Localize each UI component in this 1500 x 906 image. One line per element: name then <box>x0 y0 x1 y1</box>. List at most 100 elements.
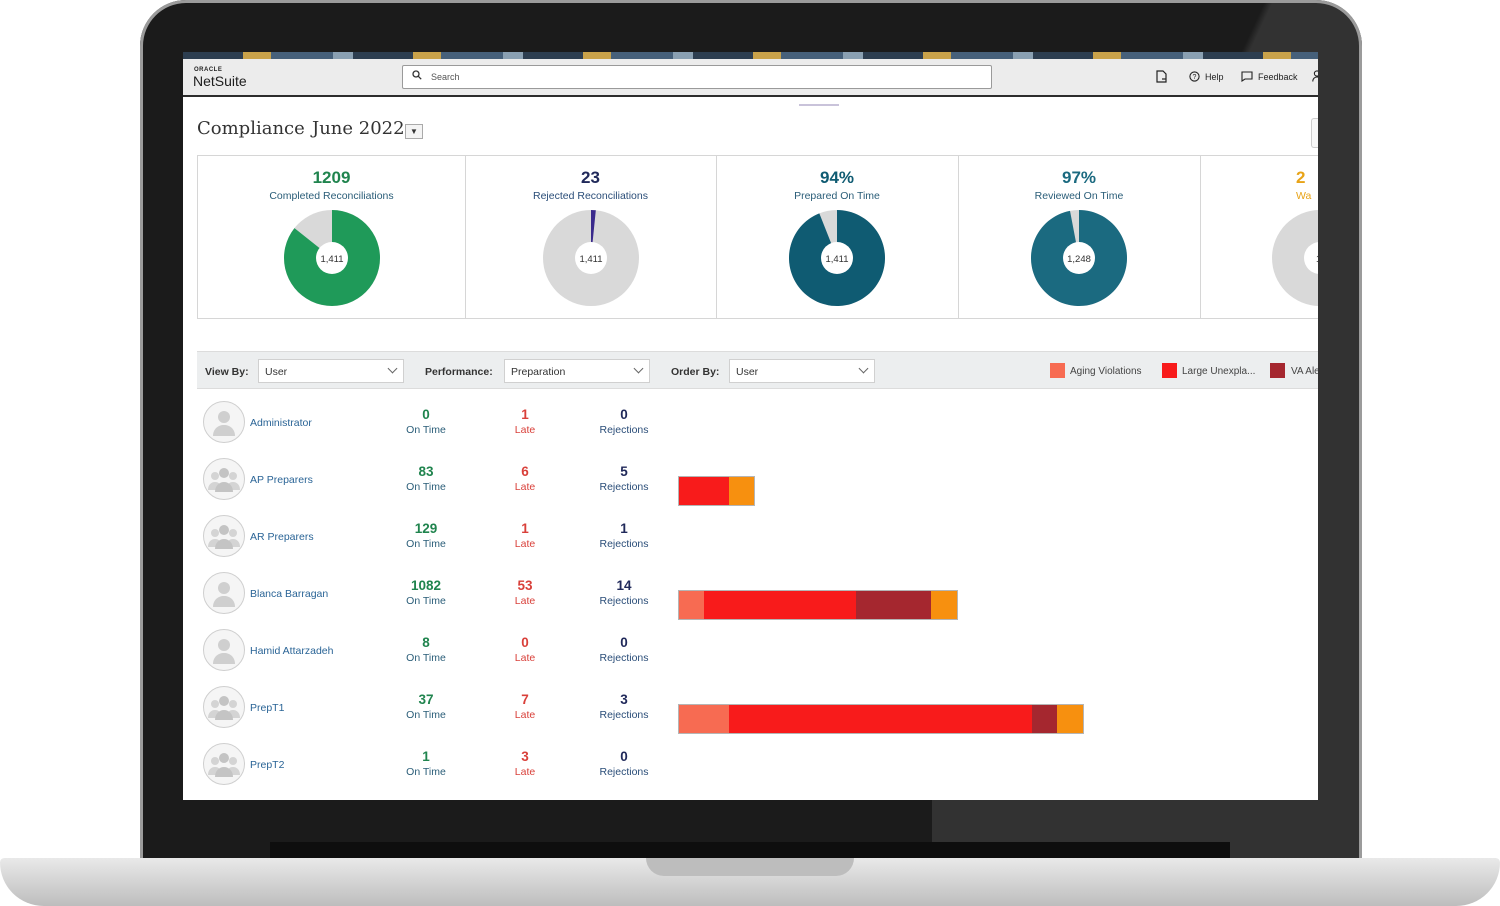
period-dropdown-button[interactable]: ▼ <box>405 124 423 139</box>
violations-stacked-bar[interactable] <box>678 704 1084 734</box>
stat-on-time[interactable]: 8 On Time <box>381 635 471 665</box>
kpi-donut-chart[interactable]: 1,411 <box>282 208 382 308</box>
kpi-panel: 1209 Completed Reconciliations 1,411 23 Reje… <box>197 155 1318 319</box>
kpi-card[interactable]: 23 Rejected Reconciliations 1,411 <box>465 156 717 318</box>
bar-segment[interactable] <box>1057 705 1083 733</box>
kpi-card[interactable]: 94% Prepared On Time 1,411 <box>716 156 959 318</box>
bar-segment[interactable] <box>679 705 729 733</box>
user-menu-icon[interactable] <box>1312 70 1318 82</box>
user-name-link[interactable]: PrepT1 <box>250 702 285 714</box>
kpi-donut-chart[interactable]: 1,248 <box>1029 208 1129 308</box>
stat-late[interactable]: 6 Late <box>480 464 570 494</box>
bar-segment[interactable] <box>729 705 1032 733</box>
order-by-select[interactable]: User <box>729 359 875 383</box>
user-name-link[interactable]: Hamid Attarzadeh <box>250 645 334 657</box>
kpi-label: Wa <box>1296 190 1312 202</box>
stat-rejections-count: 0 <box>620 407 628 422</box>
bar-segment[interactable] <box>856 591 931 619</box>
donut-center-total: 1,248 <box>1067 254 1091 265</box>
kpi-donut-chart[interactable]: 1, <box>1270 208 1318 308</box>
stat-on-time[interactable]: 129 On Time <box>381 521 471 551</box>
bar-segment[interactable] <box>1032 705 1057 733</box>
help-icon[interactable]: ? <box>1189 71 1200 82</box>
donut-center <box>1063 242 1095 274</box>
kpi-donut-chart[interactable]: 1,411 <box>787 208 887 308</box>
help-link[interactable]: Help <box>1205 72 1224 82</box>
stat-late[interactable]: 1 Late <box>480 521 570 551</box>
legend-swatch-aging <box>1050 363 1065 378</box>
page-action-button[interactable] <box>1311 118 1318 148</box>
stat-late[interactable]: 53 Late <box>480 578 570 608</box>
user-name-link[interactable]: PrepT2 <box>250 759 285 771</box>
stat-on-time-label: On Time <box>406 766 446 778</box>
user-name-link[interactable]: Blanca Barragan <box>250 588 329 600</box>
stat-rejections[interactable]: 5 Rejections <box>579 464 669 494</box>
stat-on-time-count: 83 <box>418 464 434 479</box>
stat-on-time-label: On Time <box>406 652 446 664</box>
user-name-link[interactable]: Administrator <box>250 417 312 429</box>
stat-on-time[interactable]: 83 On Time <box>381 464 471 494</box>
stat-rejections[interactable]: 0 Rejections <box>579 407 669 437</box>
kpi-card[interactable]: 1209 Completed Reconciliations 1,411 <box>198 156 466 318</box>
kpi-donut-chart[interactable]: 1,411 <box>541 208 641 308</box>
bar-segment[interactable] <box>679 477 729 505</box>
global-search-box[interactable]: Search <box>402 65 992 89</box>
chevron-down-icon <box>858 363 869 374</box>
stat-rejections[interactable]: 1 Rejections <box>579 521 669 551</box>
bar-segment[interactable] <box>729 477 754 505</box>
stat-rejections[interactable]: 0 Rejections <box>579 635 669 665</box>
violations-stacked-bar[interactable] <box>678 476 755 506</box>
donut-center-total: 1,411 <box>579 254 602 265</box>
stat-late-label: Late <box>514 709 536 721</box>
stat-late[interactable]: 7 Late <box>480 692 570 722</box>
bar-segment[interactable] <box>679 591 704 619</box>
legend-va-alerts[interactable]: VA Ale <box>1291 366 1318 377</box>
stat-on-time-count: 1082 <box>410 578 442 593</box>
stat-rejections-label: Rejections <box>599 481 649 493</box>
stat-on-time[interactable]: 0 On Time <box>381 407 471 437</box>
performance-select[interactable]: Preparation <box>504 359 650 383</box>
stat-on-time-count: 0 <box>422 407 430 422</box>
stat-on-time[interactable]: 1 On Time <box>381 749 471 779</box>
search-icon <box>412 70 422 80</box>
view-by-select[interactable]: User <box>258 359 404 383</box>
stat-rejections[interactable]: 14 Rejections <box>579 578 669 608</box>
recent-records-icon[interactable] <box>1156 70 1167 83</box>
stat-late[interactable]: 3 Late <box>480 749 570 779</box>
stat-on-time-label: On Time <box>406 709 446 721</box>
stat-on-time-label: On Time <box>406 481 446 493</box>
group-avatar-icon <box>203 458 245 500</box>
user-name-link[interactable]: AP Preparers <box>250 474 313 486</box>
feedback-link[interactable]: Feedback <box>1258 72 1298 82</box>
chevron-down-icon <box>387 363 398 374</box>
stat-rejections-count: 0 <box>620 635 628 650</box>
search-placeholder: Search <box>431 72 460 82</box>
stat-rejections[interactable]: 0 Rejections <box>579 749 669 779</box>
kpi-card[interactable]: 2 Wa 1, <box>1200 156 1318 318</box>
user-row: PrepT1 37 On Time 7 Late 3 Rejections <box>197 684 1317 741</box>
kpi-label: Prepared On Time <box>794 190 880 202</box>
violations-stacked-bar[interactable] <box>678 590 958 620</box>
netsuite-logo[interactable]: NetSuite <box>193 73 247 89</box>
bar-segment[interactable] <box>704 591 856 619</box>
legend-aging-violations[interactable]: Aging Violations <box>1070 366 1142 377</box>
stat-on-time[interactable]: 1082 On Time <box>381 578 471 608</box>
stat-late-label: Late <box>514 538 536 550</box>
legend-swatch-va-alerts <box>1270 363 1285 378</box>
legend-large-unexplained[interactable]: Large Unexpla... <box>1182 366 1256 377</box>
stat-late[interactable]: 1 Late <box>480 407 570 437</box>
stat-rejections[interactable]: 3 Rejections <box>579 692 669 722</box>
period-label: June 2022 <box>312 118 405 139</box>
stat-on-time[interactable]: 37 On Time <box>381 692 471 722</box>
stat-rejections-label: Rejections <box>599 652 649 664</box>
app-screen: ORACLE NetSuite Search ? Help Feedback C… <box>183 52 1318 800</box>
user-row: PrepT2 1 On Time 3 Late 0 Rejections <box>197 741 1317 798</box>
kpi-card[interactable]: 97% Reviewed On Time 1,248 <box>958 156 1201 318</box>
drag-handle[interactable] <box>799 104 839 106</box>
bar-segment[interactable] <box>931 591 957 619</box>
user-name-link[interactable]: AR Preparers <box>250 531 314 543</box>
feedback-icon[interactable] <box>1241 71 1253 82</box>
stat-late[interactable]: 0 Late <box>480 635 570 665</box>
user-row: AR Preparers 129 On Time 1 Late 1 Rejections <box>197 513 1317 570</box>
stat-late-count: 1 <box>521 407 529 422</box>
